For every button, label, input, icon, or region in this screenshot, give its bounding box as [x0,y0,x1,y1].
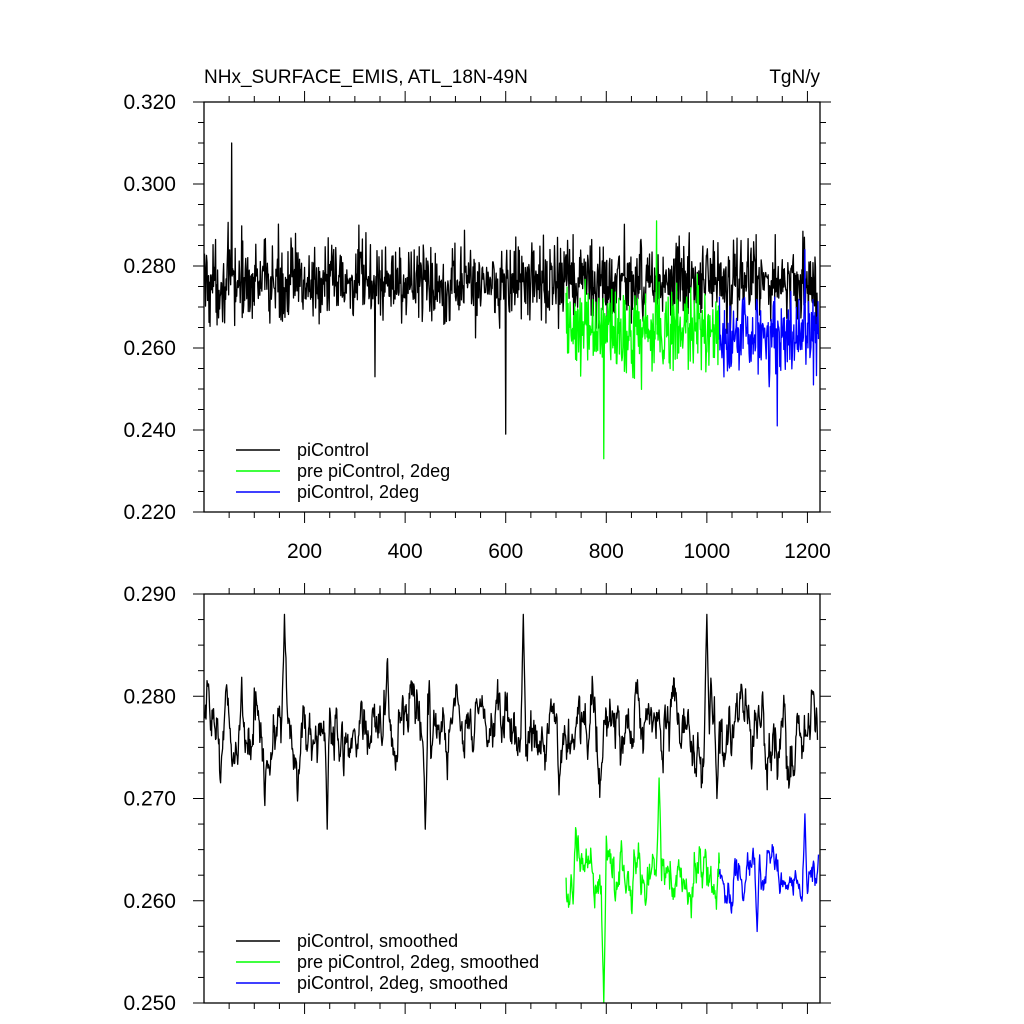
top-y-tick-label: 0.220 [123,501,176,524]
legend-label-pre-picontrol-2deg-smoothed: pre piControl, 2deg, smoothed [297,952,539,972]
top-x-tick-label: 800 [589,540,624,563]
top-plot-frame [203,101,821,513]
top-y-tick-label: 0.300 [123,173,176,196]
top-plot-area: 200 400 600 800 1000 1200 0.220 0.240 0.260 0.280… [123,91,831,563]
top-y-tick-label: 0.260 [123,337,176,360]
bottom-panel: 0.250 0.260 0.270 0.280 0.290 piControl, smo… [123,583,831,1015]
top-chart-units: TgN/y [769,67,820,88]
top-y-tick-label: 0.240 [123,419,176,442]
legend-label-pre-picontrol-2deg: pre piControl, 2deg [297,461,450,481]
top-chart-title: NHx_SURFACE_EMIS, ATL_18N-49N [204,67,528,88]
top-x-tick-label: 200 [287,540,322,563]
top-x-tick-label: 1200 [784,540,831,563]
top-x-tick-label: 600 [488,540,523,563]
legend-label-picontrol-2deg-smoothed: piControl, 2deg, smoothed [297,973,508,993]
top-series-line-0 [203,142,819,435]
top-legend: piControl pre piControl, 2deg piControl,… [236,440,450,502]
bottom-series-line-2 [718,813,820,933]
top-panel: NHx_SURFACE_EMIS, ATL_18N-49N TgN/y 200 4… [123,67,831,563]
bottom-series-line-1 [565,777,721,1004]
top-y-tick-label: 0.280 [123,255,176,278]
bottom-y-tick-label: 0.280 [123,685,176,708]
bottom-legend: piControl, smoothed pre piControl, 2deg,… [236,931,539,993]
top-x-tick-label: 400 [388,540,423,563]
bottom-plot-frame [203,593,821,1004]
bottom-series-line-0 [203,613,819,830]
legend-label-picontrol: piControl [297,440,369,460]
top-series-line-1 [565,220,721,460]
top-y-tick-label: 0.320 [123,91,176,114]
bottom-y-tick-label: 0.270 [123,788,176,811]
bottom-y-tick-label: 0.290 [123,583,176,606]
bottom-y-tick-label: 0.250 [123,992,176,1015]
top-series-line-2 [718,248,820,427]
bottom-y-tick-label: 0.260 [123,890,176,913]
top-x-tick-label: 1000 [683,540,730,563]
legend-label-picontrol-smoothed: piControl, smoothed [297,931,458,951]
bottom-plot-area: 0.250 0.260 0.270 0.280 0.290 [123,583,831,1015]
legend-label-picontrol-2deg: piControl, 2deg [297,482,419,502]
